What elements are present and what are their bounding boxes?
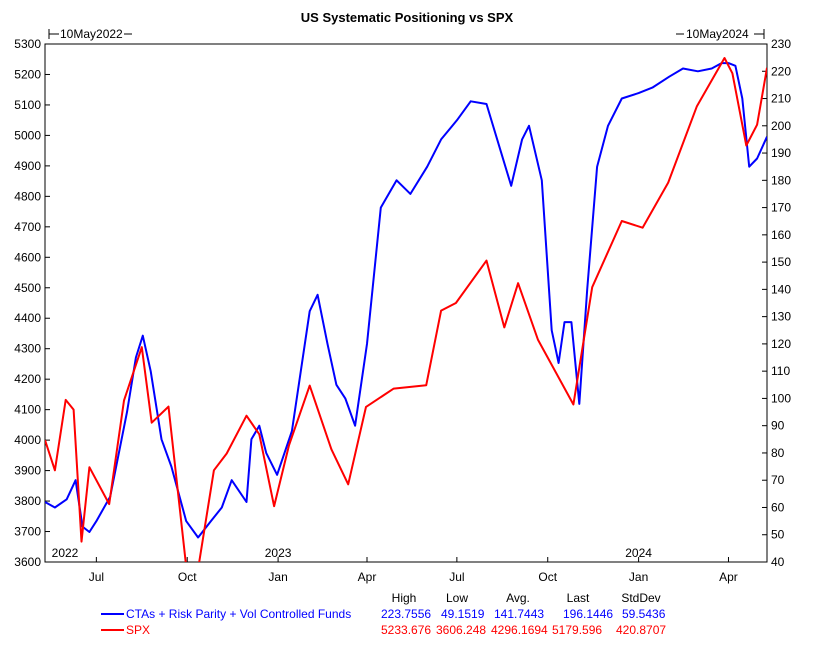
stat-cta-avg: 141.7443 [494, 607, 544, 621]
stat-spx-avg: 4296.1694 [491, 623, 548, 637]
stats-header-last: Last [567, 591, 590, 605]
left-tick-label: 3800 [14, 494, 41, 508]
right-tick-label: 160 [771, 228, 791, 242]
left-tick-label: 4400 [14, 311, 41, 325]
left-tick-label: 5300 [14, 37, 41, 51]
series-line-spx [45, 57, 767, 562]
right-tick-label: 40 [771, 555, 785, 569]
stat-spx-low: 3606.248 [436, 623, 486, 637]
stat-cta-last: 196.1446 [563, 607, 613, 621]
left-tick-label: 4700 [14, 220, 41, 234]
stats-table: High Low Avg. Last StdDev CTAs + Risk Pa… [101, 591, 666, 637]
left-tick-label: 4000 [14, 433, 41, 447]
right-tick-label: 140 [771, 282, 791, 296]
x-tick-label: Oct [538, 570, 557, 584]
start-marker: 10May2022 [48, 27, 132, 41]
left-tick-label: 4800 [14, 189, 41, 203]
right-tick-label: 170 [771, 201, 791, 215]
left-tick-label: 4600 [14, 250, 41, 264]
series-layer [45, 57, 767, 562]
stats-header-high: High [392, 591, 417, 605]
stat-spx-last: 5179.596 [552, 623, 602, 637]
left-tick-label: 5200 [14, 67, 41, 81]
x-axis: Jul Oct Jan Apr Jul Oct Jan Apr 2022 2023 2024 [52, 546, 738, 584]
right-tick-label: 130 [771, 310, 791, 324]
right-tick-label: 50 [771, 528, 785, 542]
end-marker: 10May2024 [676, 27, 765, 41]
stat-spx-stddev: 420.8707 [616, 623, 666, 637]
x-tick-label: Jul [89, 570, 104, 584]
left-tick-label: 4500 [14, 281, 41, 295]
year-label: 2022 [52, 546, 79, 560]
left-tick-label: 3900 [14, 464, 41, 478]
plot-frame [44, 43, 768, 563]
x-tick-label: Jan [629, 570, 648, 584]
left-tick-label: 5100 [14, 98, 41, 112]
year-label: 2024 [625, 546, 652, 560]
left-tick-label: 4200 [14, 372, 41, 386]
chart-title: US Systematic Positioning vs SPX [301, 10, 514, 25]
right-tick-label: 70 [771, 473, 785, 487]
right-tick-label: 90 [771, 419, 785, 433]
right-tick-label: 230 [771, 37, 791, 51]
legend-label-cta: CTAs + Risk Parity + Vol Controlled Fund… [126, 607, 351, 621]
left-tick-label: 4900 [14, 159, 41, 173]
right-tick-label: 190 [771, 146, 791, 160]
right-tick-label: 110 [771, 364, 790, 378]
right-tick-label: 60 [771, 500, 785, 514]
x-tick-label: Jan [268, 570, 287, 584]
right-tick-label: 200 [771, 119, 791, 133]
x-tick-label: Jul [449, 570, 464, 584]
left-tick-label: 3700 [14, 525, 41, 539]
left-tick-label: 4300 [14, 342, 41, 356]
right-tick-label: 180 [771, 173, 791, 187]
right-axis: 40 50 60 70 80 90 100 110 120 130 140 150 160 170 180 1… [762, 37, 791, 569]
x-tick-label: Apr [358, 570, 377, 584]
right-tick-label: 100 [771, 391, 791, 405]
left-tick-label: 4100 [14, 403, 41, 417]
stat-cta-low: 49.1519 [441, 607, 485, 621]
x-tick-label: Apr [719, 570, 738, 584]
right-tick-label: 150 [771, 255, 791, 269]
left-tick-label: 5000 [14, 128, 41, 142]
legend-row-cta: CTAs + Risk Parity + Vol Controlled Fund… [101, 607, 666, 621]
start-date-label: 10May2022 [60, 27, 123, 41]
stats-header-low: Low [446, 591, 468, 605]
stat-spx-high: 5233.676 [381, 623, 431, 637]
right-tick-label: 220 [771, 64, 791, 78]
left-tick-label: 3600 [14, 555, 41, 569]
stat-cta-high: 223.7556 [381, 607, 431, 621]
year-label: 2023 [265, 546, 292, 560]
left-axis: 3600 3700 3800 3900 4000 4100 4200 4300 4400 4500… [14, 37, 50, 569]
legend-label-spx: SPX [126, 623, 150, 637]
end-date-label: 10May2024 [686, 27, 749, 41]
right-tick-label: 120 [771, 337, 791, 351]
right-tick-label: 210 [771, 92, 791, 106]
stats-header-stddev: StdDev [621, 591, 660, 605]
legend-row-spx: SPX 5233.676 3606.248 4296.1694 5179.596… [101, 623, 666, 637]
stats-header-avg: Avg. [506, 591, 530, 605]
series-line-cta [45, 62, 767, 539]
right-tick-label: 80 [771, 446, 785, 460]
stat-cta-stddev: 59.5436 [622, 607, 666, 621]
x-tick-label: Oct [178, 570, 197, 584]
